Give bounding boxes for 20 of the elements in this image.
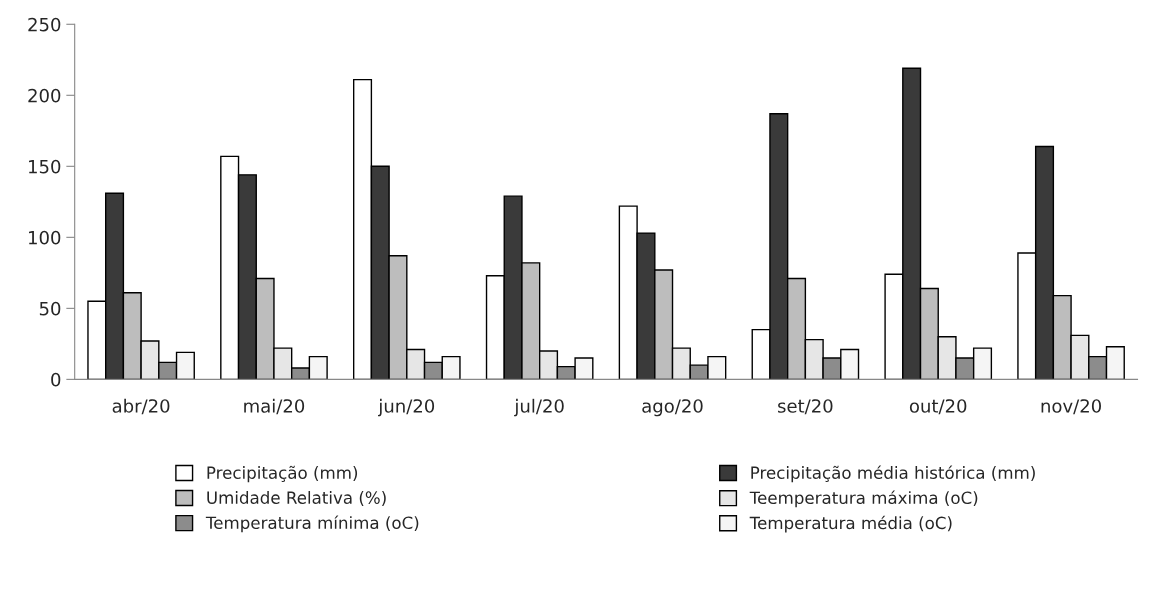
legend-label: Temperatura média (oC) xyxy=(749,515,952,533)
x-tick-label: abr/20 xyxy=(112,398,170,415)
x-tick-label: set/20 xyxy=(778,399,833,415)
y-tick-label: 0 xyxy=(51,372,61,387)
y-tick-label: 50 xyxy=(39,301,61,316)
legend-label: Umidade Relativa (%) xyxy=(207,491,386,506)
legend-label: Teemperatura máxima (oC) xyxy=(749,490,978,508)
x-tick-label: out/20 xyxy=(909,399,967,415)
y-tick-label: 150 xyxy=(29,159,61,174)
x-tick-label: jun/20 xyxy=(378,398,435,417)
legend-label: Temperatura mínima (oC) xyxy=(205,515,419,533)
legend-label: Precipitação média histórica (mm) xyxy=(751,465,1035,483)
y-tick-label: 250 xyxy=(28,17,61,32)
x-tick-label: ago/20 xyxy=(642,399,703,417)
x-tick-label: jul/20 xyxy=(514,398,564,417)
x-tick-label: mai/20 xyxy=(244,398,305,415)
y-tick-label: 200 xyxy=(28,88,61,103)
x-tick-label: nov/20 xyxy=(1041,399,1101,415)
y-tick-label: 100 xyxy=(29,230,61,245)
legend-label: Precipitação (mm) xyxy=(207,465,358,483)
